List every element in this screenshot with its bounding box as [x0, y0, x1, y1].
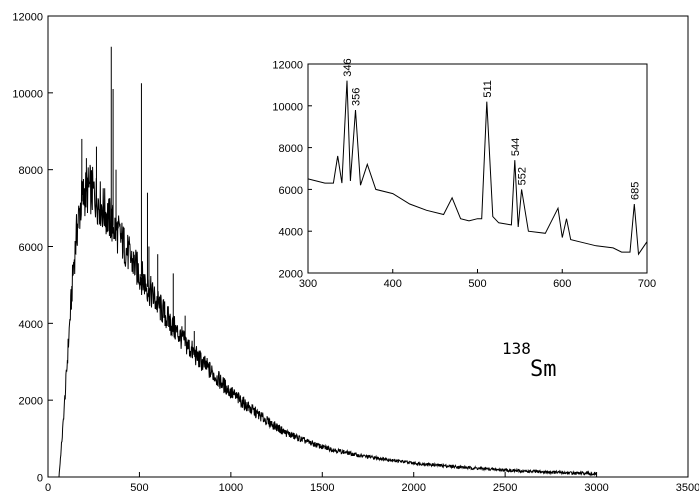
inset-plot-background: [308, 64, 647, 273]
inset-y-tick-label: 8000: [279, 143, 303, 155]
inset-y-tick-label: 12000: [272, 60, 303, 72]
inset-x-tick-label: 500: [468, 278, 486, 290]
inset-y-tick-label: 2000: [279, 269, 303, 281]
main-x-tick-label: 2500: [493, 482, 517, 494]
inset-spectrum-line: [307, 80, 648, 256]
main-x-tick-label: 1000: [219, 482, 243, 494]
main-y-axis: 0 2000 4000 6000 8000 10000 12000: [12, 12, 53, 485]
isotope-label: 138 Sm: [502, 339, 557, 382]
inset-x-tick-label: 400: [384, 278, 402, 290]
main-x-tick-label: 0: [45, 482, 51, 494]
inset-y-tick-label: 4000: [279, 227, 303, 239]
isotope-mass-number: 138: [502, 339, 531, 358]
main-y-tick-label: 6000: [19, 242, 43, 254]
inset-peak-label: 552: [517, 167, 529, 185]
inset-peak-label: 511: [482, 80, 494, 98]
inset-peak-label: 685: [629, 182, 641, 200]
main-y-tick-label: 8000: [19, 165, 43, 177]
main-x-tick-label: 3500: [676, 482, 699, 494]
main-plot: 0 500 1000 1500 2000 2500 3000 3500 0 2000 4000 60…: [12, 12, 699, 495]
main-x-tick-label: 3000: [584, 482, 608, 494]
isotope-element-symbol: Sm: [530, 357, 557, 382]
main-y-tick-label: 10000: [12, 88, 43, 100]
main-y-tick-label: 4000: [19, 319, 43, 331]
main-x-tick-label: 2000: [401, 482, 425, 494]
main-x-tick-label: 1500: [310, 482, 334, 494]
inset-peak-label: 356: [350, 88, 362, 106]
inset-plot: 300 400 500 600 700 2000 4000 6000 8000 10000 120…: [272, 58, 656, 290]
main-spectrum-line: [48, 164, 598, 478]
main-y-tick-label: 2000: [19, 396, 43, 408]
main-x-tick-label: 500: [130, 482, 148, 494]
main-y-tick-label: 0: [37, 473, 43, 485]
inset-y-tick-label: 10000: [272, 101, 303, 113]
inset-peak-labels: 346 356 511 544 552 685: [342, 58, 641, 200]
main-y-tick-label: 12000: [12, 12, 43, 24]
inset-x-tick-label: 600: [553, 278, 571, 290]
inset-peak-label: 346: [342, 58, 354, 76]
inset-x-tick-label: 300: [299, 278, 317, 290]
inset-y-tick-label: 6000: [279, 185, 303, 197]
inset-x-tick-label: 700: [638, 278, 656, 290]
inset-peak-label: 544: [510, 138, 522, 156]
inset-y-axis: 2000 4000 6000 8000 10000 12000: [272, 60, 312, 281]
inset-x-axis: 300 400 500 600 700: [299, 269, 656, 290]
main-spectrum-peaks: [81, 46, 195, 355]
main-x-axis: 0 500 1000 1500 2000 2500 3000 3500: [45, 472, 699, 494]
